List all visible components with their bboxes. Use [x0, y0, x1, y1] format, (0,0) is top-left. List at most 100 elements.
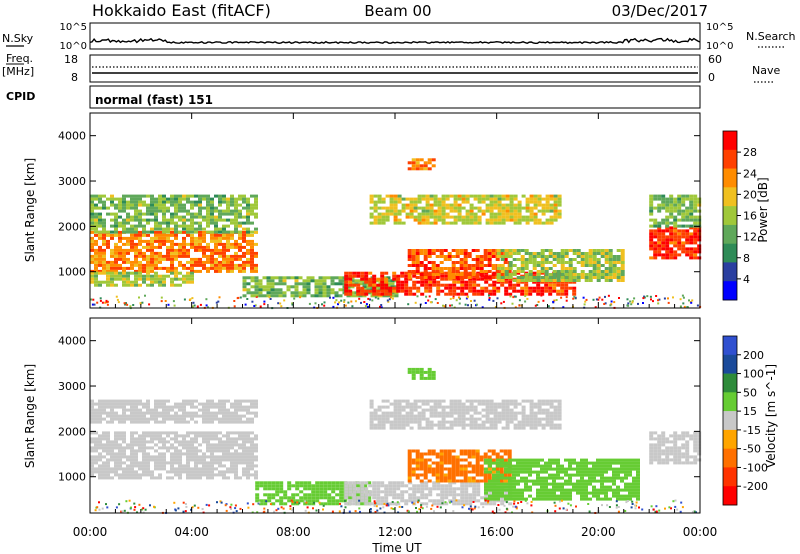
- heatmap-cell: [327, 487, 332, 491]
- heatmap-cell: [218, 215, 222, 219]
- heatmap-cell: [376, 496, 381, 500]
- heatmap-cell: [628, 491, 632, 495]
- heatmap-cell: [475, 267, 480, 270]
- heatmap-cell: [330, 291, 335, 295]
- heatmap-cell: [376, 289, 381, 293]
- heatmap-cell: [94, 263, 98, 267]
- heatmap-cell: [202, 233, 206, 237]
- heatmap-cell: [444, 493, 449, 497]
- heatmap-cell: [182, 399, 186, 403]
- heatmap-cell: [234, 420, 238, 424]
- heatmap-cell: [360, 490, 365, 494]
- heatmap-cell: [528, 461, 532, 465]
- heatmap-cell: [657, 244, 662, 248]
- heatmap-cell: [681, 250, 686, 254]
- heatmap-cell: [524, 476, 528, 480]
- heatmap-cell: [234, 203, 238, 207]
- heatmap-cell: [190, 269, 194, 273]
- heatmap-cell: [94, 212, 98, 216]
- heatmap-cell: [162, 200, 166, 204]
- heatmap-cell: [274, 276, 279, 280]
- heatmap-cell: [584, 461, 588, 465]
- heatmap-cell: [497, 194, 502, 198]
- heatmap-cell: [487, 249, 492, 252]
- heatmap-cell: [178, 251, 182, 255]
- heatmap-cell: [529, 200, 534, 204]
- heatmap-cell: [412, 280, 417, 284]
- heatmap-cell: [234, 266, 238, 270]
- heatmap-cell: [214, 443, 218, 447]
- heatmap-cell: [134, 280, 138, 284]
- heatmap-cell: [459, 479, 464, 483]
- heatmap-cell: [150, 411, 154, 415]
- heatmap-cell: [463, 449, 468, 453]
- heatmap-cell: [415, 161, 420, 165]
- heatmap-cell: [319, 490, 324, 494]
- heatmap-cell: [162, 446, 166, 450]
- heatmap-cell: [138, 236, 142, 240]
- heatmap-cell: [552, 258, 557, 261]
- heatmap-cell: [612, 461, 616, 465]
- heatmap-cell: [158, 473, 162, 477]
- heatmap-cell: [447, 452, 452, 456]
- heatmap-cell: [106, 233, 110, 237]
- heatmap-cell: [529, 215, 534, 219]
- heatmap-cell: [499, 273, 504, 276]
- heatmap-cell: [206, 218, 210, 222]
- heatmap-cell: [389, 200, 394, 204]
- heatmap-cell: [405, 203, 410, 207]
- heatmap-cell: [472, 496, 477, 500]
- heatmap-cell: [464, 487, 469, 491]
- heatmap-cell: [194, 245, 198, 249]
- heatmap-cell: [182, 197, 186, 201]
- heatmap-cell: [412, 274, 417, 278]
- scatter-cell: [106, 300, 109, 303]
- heatmap-cell: [118, 251, 122, 255]
- heatmap-cell: [428, 277, 433, 281]
- heatmap-cell: [174, 269, 178, 273]
- heatmap-cell: [126, 280, 130, 284]
- heatmap-cell: [657, 229, 662, 233]
- heatmap-cell: [657, 232, 662, 236]
- heatmap-cell: [307, 499, 312, 503]
- heatmap-cell: [254, 230, 258, 234]
- heatmap-cell: [545, 197, 550, 201]
- heatmap-cell: [134, 414, 138, 418]
- heatmap-cell: [122, 467, 126, 471]
- heatmap-cell: [238, 431, 242, 435]
- heatmap-cell: [548, 461, 552, 465]
- heatmap-cell: [612, 270, 617, 273]
- scatter-cell: [291, 302, 294, 305]
- scatter-cell: [389, 296, 392, 299]
- heatmap-cell: [484, 482, 488, 486]
- heatmap-cell: [146, 467, 150, 471]
- scatter-cell: [518, 299, 521, 302]
- heatmap-cell: [492, 283, 497, 287]
- heatmap-cell: [497, 206, 502, 210]
- heatmap-cell: [427, 467, 432, 471]
- heatmap-cell: [226, 218, 230, 222]
- heatmap-cell: [110, 283, 114, 287]
- heatmap-cell: [392, 274, 397, 278]
- heatmap-cell: [114, 446, 118, 450]
- heatmap-cell: [616, 276, 621, 279]
- heatmap-cell: [525, 221, 530, 225]
- heatmap-cell: [238, 443, 242, 447]
- heatmap-cell: [222, 212, 226, 216]
- heatmap-cell: [206, 467, 210, 471]
- heatmap-cell: [548, 267, 553, 270]
- heatmap-cell: [202, 230, 206, 234]
- heatmap-cell: [404, 502, 409, 506]
- heatmap-cell: [489, 221, 494, 225]
- scatter-cell: [534, 304, 537, 307]
- heatmap-cell: [636, 458, 640, 462]
- heatmap-cell: [154, 206, 158, 210]
- heatmap-cell: [580, 482, 584, 486]
- heatmap-cell: [126, 206, 130, 210]
- heatmap-cell: [258, 279, 263, 283]
- heatmap-cell: [230, 446, 234, 450]
- heatmap-cell: [453, 194, 458, 198]
- heatmap-cell: [202, 464, 206, 468]
- scatter-cell: [500, 302, 503, 305]
- heatmap-cell: [258, 294, 263, 298]
